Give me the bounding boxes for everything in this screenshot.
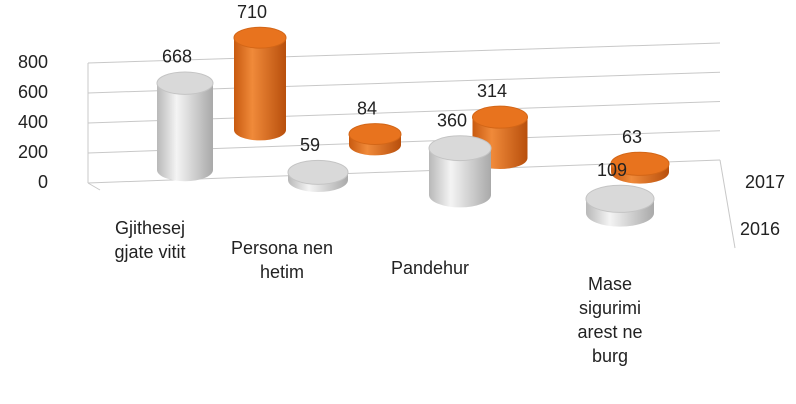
cylinder-top xyxy=(156,71,214,95)
legend-label: 2017 xyxy=(745,172,785,192)
y-tick-label: 600 xyxy=(18,82,48,102)
y-tick-label: 0 xyxy=(38,172,48,192)
grid-line xyxy=(87,42,721,64)
y-tick-label: 200 xyxy=(18,142,48,162)
x-tick-label: Persona nen hetim xyxy=(230,238,334,282)
x-tick-label: Pandehur xyxy=(390,258,470,278)
cylinder-body xyxy=(429,148,491,208)
value-label: 710 xyxy=(237,2,267,22)
x-tick-label: Mase sigurimi arest ne burg xyxy=(577,274,643,366)
cylinder-top xyxy=(287,159,349,185)
cylinder-body xyxy=(157,83,213,182)
value-label: 360 xyxy=(437,111,467,131)
floor-edge xyxy=(87,182,101,191)
cylinder-top xyxy=(472,105,528,129)
value-label: 109 xyxy=(597,160,627,180)
cylinder-top xyxy=(585,184,655,213)
cylinder-body xyxy=(234,37,286,141)
cylinder-top xyxy=(610,151,670,176)
value-label: 63 xyxy=(622,127,642,147)
y-tick-label: 800 xyxy=(18,52,48,72)
cylinder-top xyxy=(348,123,402,145)
value-label: 314 xyxy=(477,81,507,101)
cylinder-top xyxy=(233,26,287,49)
value-label: 668 xyxy=(162,47,192,67)
cylinder-top xyxy=(428,135,492,162)
legend-label: 2016 xyxy=(740,219,780,239)
x-tick-label: Gjithesej gjate vitit xyxy=(114,218,186,262)
value-label: 84 xyxy=(357,98,377,118)
y-tick-label: 400 xyxy=(18,112,48,132)
value-label: 59 xyxy=(300,135,320,155)
floor-edge xyxy=(719,159,736,249)
